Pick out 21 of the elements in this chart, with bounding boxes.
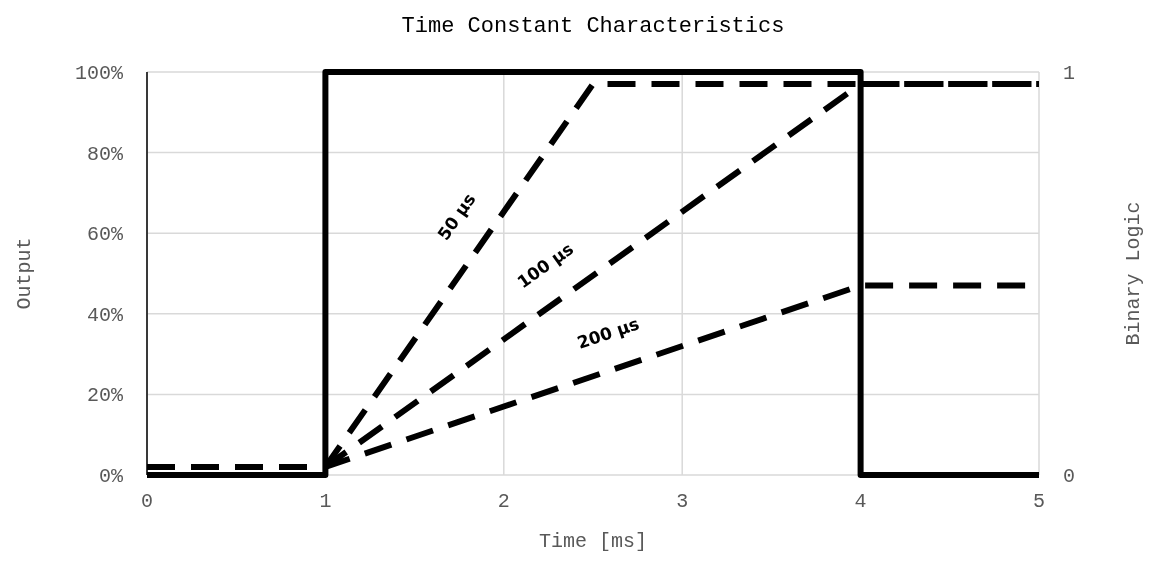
x-tick-label: 5 <box>1032 490 1046 513</box>
x-axis-title: Time [ms] <box>538 530 648 553</box>
x-tick-label: 1 <box>319 490 332 513</box>
y2-axis-title: Binary Logic <box>1122 201 1145 346</box>
y-tick-label: 40% <box>86 303 124 327</box>
y-axis-title: Output <box>13 237 36 310</box>
y-tick-label: 20% <box>86 384 124 408</box>
x-tick-label: 3 <box>676 490 689 513</box>
y-tick-label: 100% <box>74 62 124 85</box>
annotation: 100 µs <box>513 238 578 293</box>
chart-title: Time Constant Characteristics <box>401 14 785 39</box>
x-tick-label: 2 <box>497 490 510 513</box>
y-tick-label: 80% <box>86 142 124 166</box>
x-tick-label: 4 <box>854 490 867 513</box>
y2-tick-label: 1 <box>1062 62 1076 85</box>
y-tick-label: 60% <box>86 223 124 247</box>
annotation: 50 µs <box>433 189 480 244</box>
x-tick-label: 0 <box>140 490 154 513</box>
y2-tick-label: 0 <box>1062 465 1076 488</box>
annotation: 200 µs <box>574 313 642 353</box>
y-tick-label: 0% <box>98 465 124 488</box>
